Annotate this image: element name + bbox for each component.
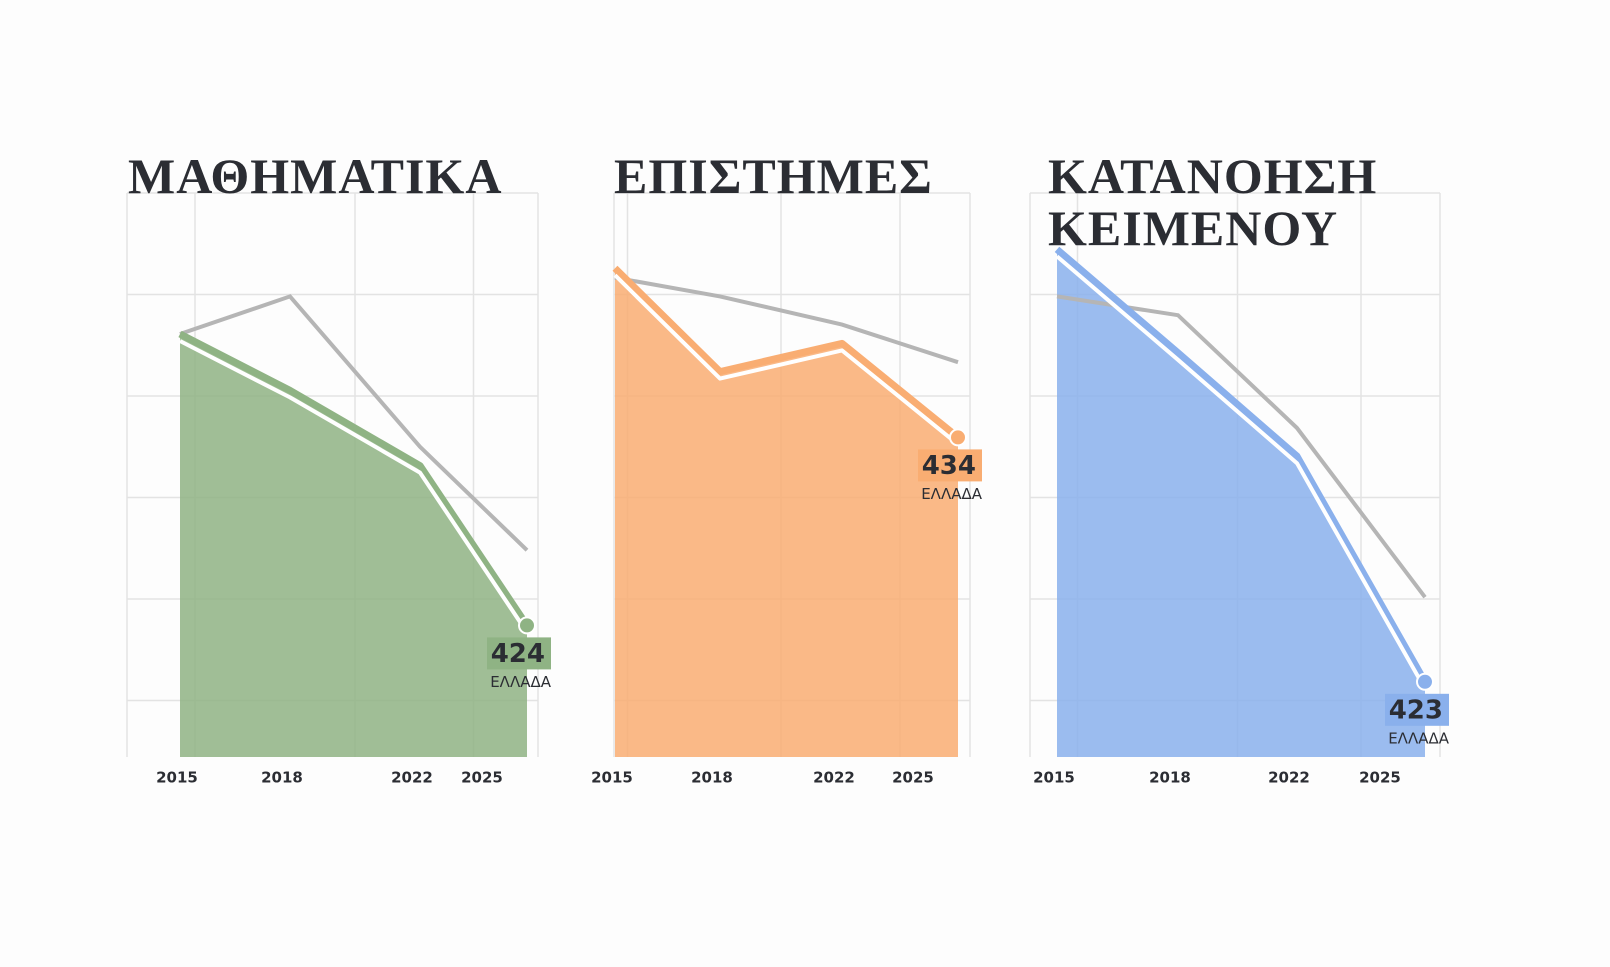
- x-tick-label: 2022: [391, 769, 433, 787]
- line: [1054, 246, 1429, 684]
- series-label: ΕΛΛΑΔΑ: [490, 673, 552, 691]
- series-label: ΕΛΛΑΔΑ: [1388, 729, 1450, 747]
- end-marker: [518, 616, 536, 635]
- x-tick-label: 2022: [1268, 769, 1310, 787]
- area: [1057, 249, 1425, 757]
- value-label: 424: [491, 639, 545, 669]
- x-tick-label: 2025: [1359, 769, 1401, 787]
- label-box: [1385, 693, 1449, 726]
- line-highlight: [179, 339, 529, 634]
- x-tick-label: 2015: [591, 769, 633, 787]
- x-tick-label: 2015: [1033, 769, 1075, 787]
- x-tick-label: 2015: [156, 769, 198, 787]
- line: [612, 265, 961, 441]
- x-tick-label: 2025: [892, 769, 934, 787]
- x-tick-label: 2018: [691, 769, 733, 787]
- label-box: [918, 449, 982, 482]
- end-marker: [949, 428, 967, 447]
- label-box: [487, 637, 551, 670]
- value-label: 434: [922, 451, 976, 481]
- x-tick-label: 2018: [261, 769, 303, 787]
- comparison-line: [614, 275, 959, 365]
- value-label: 423: [1389, 695, 1443, 725]
- line-highlight: [1055, 254, 1427, 690]
- area: [180, 334, 527, 757]
- line-highlight: [613, 273, 960, 446]
- series-label: ΕΛΛΑΔΑ: [921, 485, 983, 503]
- x-tick-label: 2025: [461, 769, 503, 787]
- end-marker: [1416, 672, 1434, 691]
- x-tick-label: 2018: [1149, 769, 1191, 787]
- line: [178, 330, 530, 628]
- chart-title: ΕΠΙΣΤΗΜΕΣ: [614, 148, 933, 204]
- comparison-line: [179, 294, 529, 552]
- area: [615, 268, 958, 757]
- x-tick-label: 2022: [813, 769, 855, 787]
- chart-title: ΜΑΘΗΜΑΤΙΚΑ: [128, 148, 503, 204]
- chart-title: ΚΑΤΑΝΟΗΣΗ ΚΕΙΜΕΝΟΥ: [1048, 148, 1378, 256]
